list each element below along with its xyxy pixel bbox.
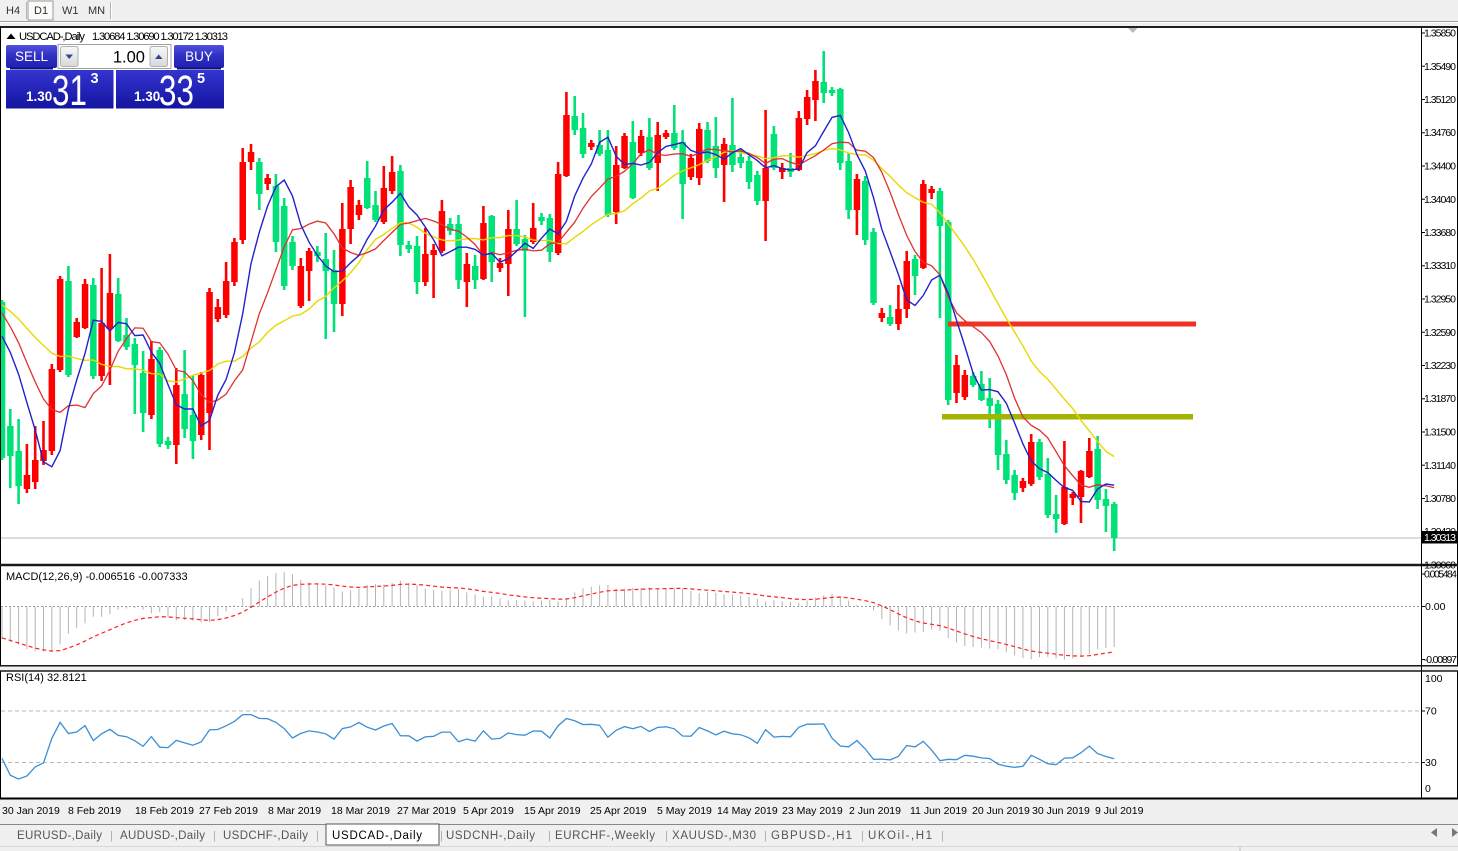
svg-text:1.00: 1.00 — [113, 49, 145, 67]
svg-text:8 Feb 2019: 8 Feb 2019 — [68, 805, 121, 817]
svg-text:33: 33 — [159, 66, 194, 114]
svg-text:H4: H4 — [6, 5, 20, 17]
svg-text:23 May 2019: 23 May 2019 — [782, 805, 843, 817]
svg-text:|: | — [316, 830, 319, 842]
svg-text:1.34400: 1.34400 — [1424, 161, 1456, 173]
svg-text:15 Apr 2019: 15 Apr 2019 — [524, 805, 581, 817]
svg-text:XAUUSD-,M30: XAUUSD-,M30 — [672, 830, 756, 842]
svg-text:1.30313: 1.30313 — [1424, 532, 1456, 544]
svg-text:1.34760: 1.34760 — [1424, 127, 1456, 139]
svg-text:1.30684 1.30690 1.30172 1.3031: 1.30684 1.30690 1.30172 1.30313 — [92, 31, 228, 43]
svg-text:100: 100 — [1425, 673, 1443, 685]
svg-text:5 Apr 2019: 5 Apr 2019 — [463, 805, 514, 817]
svg-text:0.00: 0.00 — [1425, 601, 1446, 613]
svg-text:30 Jun 2019: 30 Jun 2019 — [1032, 805, 1090, 817]
svg-text:1.35490: 1.35490 — [1424, 61, 1456, 73]
svg-text:-0.00897: -0.00897 — [1424, 654, 1457, 666]
svg-text:USDCAD-,Daily: USDCAD-,Daily — [19, 31, 85, 43]
svg-text:|: | — [764, 830, 767, 842]
svg-text:27 Mar 2019: 27 Mar 2019 — [397, 805, 456, 817]
svg-text:30: 30 — [1425, 757, 1437, 769]
svg-text:0.005484: 0.005484 — [1424, 569, 1457, 581]
svg-text:1.35120: 1.35120 — [1424, 94, 1456, 106]
svg-text:BUY: BUY — [185, 49, 213, 64]
svg-text:|: | — [548, 830, 551, 842]
svg-text:1.30: 1.30 — [134, 89, 160, 104]
svg-text:1.34040: 1.34040 — [1424, 194, 1456, 206]
svg-text:1.31870: 1.31870 — [1424, 393, 1456, 405]
svg-text:8 Mar 2019: 8 Mar 2019 — [268, 805, 321, 817]
svg-text:1.32230: 1.32230 — [1424, 360, 1456, 372]
svg-text:27 Feb 2019: 27 Feb 2019 — [199, 805, 258, 817]
svg-text:|: | — [665, 830, 668, 842]
svg-text:18 Mar 2019: 18 Mar 2019 — [331, 805, 390, 817]
svg-text:|: | — [213, 830, 216, 842]
svg-text:USDCAD-,Daily: USDCAD-,Daily — [332, 830, 422, 842]
svg-text:2 Jun 2019: 2 Jun 2019 — [849, 805, 901, 817]
svg-text:|: | — [110, 830, 113, 842]
svg-text:1.31140: 1.31140 — [1424, 460, 1456, 472]
svg-text:1.32590: 1.32590 — [1424, 327, 1456, 339]
svg-text:70: 70 — [1425, 706, 1437, 718]
svg-text:AUDUSD-,Daily: AUDUSD-,Daily — [120, 830, 205, 842]
svg-text:D1: D1 — [34, 5, 48, 17]
svg-text:18 Feb 2019: 18 Feb 2019 — [135, 805, 194, 817]
svg-text:11 Jun 2019: 11 Jun 2019 — [910, 805, 967, 817]
svg-text:1.32950: 1.32950 — [1424, 294, 1456, 306]
svg-text:1.33680: 1.33680 — [1424, 227, 1456, 239]
svg-text:USDCNH-,Daily: USDCNH-,Daily — [446, 830, 535, 842]
svg-text:20 Jun 2019: 20 Jun 2019 — [972, 805, 1030, 817]
svg-text:MACD(12,26,9) -0.006516 -0.007: MACD(12,26,9) -0.006516 -0.007333 — [6, 571, 188, 583]
svg-text:0: 0 — [1425, 783, 1431, 795]
svg-text:EURCHF-,Weekly: EURCHF-,Weekly — [555, 830, 655, 842]
svg-text:1.30060: 1.30060 — [1424, 560, 1456, 572]
svg-text:|: | — [440, 830, 443, 842]
svg-text:5 May 2019: 5 May 2019 — [657, 805, 712, 817]
svg-text:1.35850: 1.35850 — [1424, 28, 1456, 40]
svg-text:W1: W1 — [62, 5, 79, 17]
svg-text:MN: MN — [88, 5, 105, 17]
svg-text:1.30780: 1.30780 — [1424, 493, 1456, 505]
svg-text:1.30: 1.30 — [26, 89, 52, 104]
svg-text:1.33310: 1.33310 — [1424, 260, 1456, 272]
svg-text:9 Jul 2019: 9 Jul 2019 — [1095, 805, 1144, 817]
svg-text:USDCHF-,Daily: USDCHF-,Daily — [223, 830, 308, 842]
svg-text:30 Jan 2019: 30 Jan 2019 — [2, 805, 60, 817]
svg-text:25 Apr 2019: 25 Apr 2019 — [590, 805, 647, 817]
svg-text:31: 31 — [52, 66, 87, 114]
svg-text:GBPUSD-,H1: GBPUSD-,H1 — [771, 830, 852, 842]
svg-text:|: | — [861, 830, 864, 842]
svg-text:SELL: SELL — [15, 49, 49, 64]
svg-text:1.31500: 1.31500 — [1424, 427, 1456, 439]
svg-text:UKOil-,H1: UKOil-,H1 — [868, 830, 932, 842]
svg-text:14 May 2019: 14 May 2019 — [717, 805, 778, 817]
svg-text:5: 5 — [197, 71, 205, 87]
svg-text:EURUSD-,Daily: EURUSD-,Daily — [17, 830, 102, 842]
svg-text:RSI(14) 32.8121: RSI(14) 32.8121 — [6, 672, 87, 684]
svg-text:3: 3 — [91, 71, 99, 87]
svg-text:|: | — [941, 830, 944, 842]
